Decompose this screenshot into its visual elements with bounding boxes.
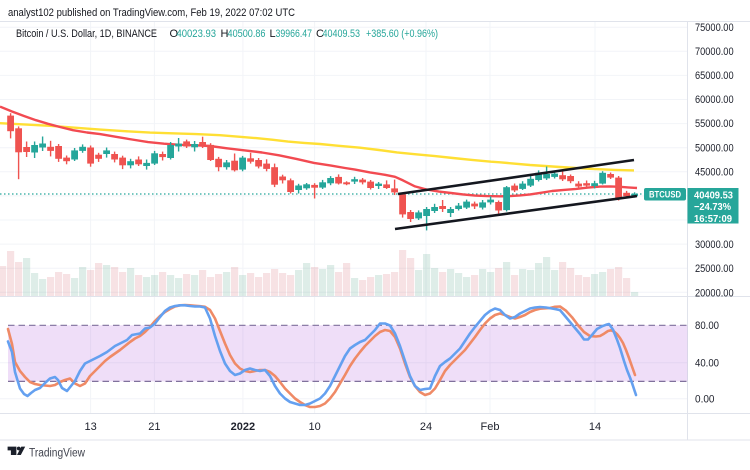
svg-text:Bitcoin / U.S. Dollar, 1D, BIN: Bitcoin / U.S. Dollar, 1D, BINANCE bbox=[16, 28, 157, 40]
svg-text:0.00: 0.00 bbox=[695, 394, 715, 406]
svg-text:24: 24 bbox=[420, 421, 432, 433]
svg-text:20000.00: 20000.00 bbox=[695, 287, 734, 299]
svg-text:30000.00: 30000.00 bbox=[695, 239, 734, 251]
svg-text:80.00: 80.00 bbox=[695, 320, 719, 332]
svg-text:45000.00: 45000.00 bbox=[695, 166, 734, 178]
svg-text:60000.00: 60000.00 bbox=[695, 94, 734, 106]
svg-text:2022: 2022 bbox=[231, 421, 255, 433]
svg-text:39966.47: 39966.47 bbox=[276, 28, 313, 40]
svg-text:40409.53: 40409.53 bbox=[323, 28, 361, 40]
svg-text:65000.00: 65000.00 bbox=[695, 70, 734, 82]
svg-text:14: 14 bbox=[589, 421, 601, 433]
svg-text:+385.60 (+0.96%): +385.60 (+0.96%) bbox=[366, 28, 438, 40]
svg-text:analyst102 published on Tradin: analyst102 published on TradingView.com,… bbox=[8, 7, 295, 19]
svg-text:16:57:09: 16:57:09 bbox=[694, 214, 732, 225]
svg-text:Feb: Feb bbox=[481, 421, 500, 433]
svg-text:55000.00: 55000.00 bbox=[695, 118, 734, 130]
svg-text:50000.00: 50000.00 bbox=[695, 142, 734, 154]
svg-text:L: L bbox=[270, 28, 276, 40]
svg-text:O: O bbox=[170, 28, 179, 40]
svg-text:70000.00: 70000.00 bbox=[695, 46, 734, 58]
svg-text:75000.00: 75000.00 bbox=[695, 22, 734, 34]
svg-text:40023.93: 40023.93 bbox=[177, 28, 217, 40]
svg-text:40500.86: 40500.86 bbox=[228, 28, 266, 40]
svg-text:−24.73%: −24.73% bbox=[694, 202, 731, 213]
svg-text:H: H bbox=[221, 28, 229, 40]
svg-text:TradingView: TradingView bbox=[29, 447, 86, 459]
svg-text:10: 10 bbox=[308, 421, 320, 433]
svg-text:25000.00: 25000.00 bbox=[695, 263, 734, 275]
svg-text:C: C bbox=[316, 28, 324, 40]
svg-text:40409.53: 40409.53 bbox=[694, 190, 733, 201]
svg-text:13: 13 bbox=[84, 421, 96, 433]
svg-text:BTCUSD: BTCUSD bbox=[649, 189, 681, 199]
svg-text:40.00: 40.00 bbox=[695, 358, 719, 370]
svg-text:21: 21 bbox=[148, 421, 160, 433]
